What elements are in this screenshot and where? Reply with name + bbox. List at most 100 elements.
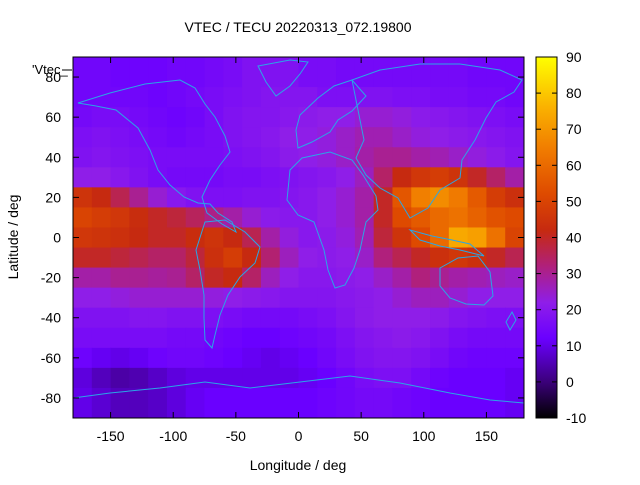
heatmap-cell (129, 127, 149, 148)
heatmap-cell (298, 227, 318, 249)
heatmap-cell (448, 107, 469, 128)
coastline-asia (351, 63, 523, 219)
heatmap-cell (185, 387, 206, 418)
colorbar-tick-label: 10 (566, 338, 582, 354)
heatmap-cell (336, 87, 356, 108)
heatmap-cell (260, 287, 281, 309)
y-tick-label: -20 (41, 270, 61, 286)
heatmap-cell (448, 57, 469, 88)
heatmap-cell (185, 167, 206, 188)
heatmap-cell (336, 267, 356, 289)
heatmap-cell (204, 347, 224, 369)
heatmap-cell (373, 307, 394, 329)
heatmap-cell (166, 247, 187, 269)
heatmap-cell (185, 87, 206, 108)
heatmap-cell (354, 107, 375, 128)
heatmap-cell (448, 307, 469, 329)
heatmap-cell (110, 307, 130, 329)
heatmap-cell (129, 227, 149, 249)
heatmap-cell (166, 367, 187, 389)
heatmap-cell (73, 367, 93, 389)
heatmap-cell (448, 327, 469, 349)
heatmap-cell (166, 87, 187, 108)
heatmap-cell (110, 87, 130, 108)
heatmap-cell (505, 187, 524, 209)
heatmap-cell (166, 147, 187, 168)
heatmap-cell (354, 207, 375, 229)
heatmap-cell (298, 167, 318, 188)
heatmap-cell (110, 227, 130, 249)
heatmap-cell (373, 127, 394, 148)
heatmap-cell (91, 57, 112, 88)
heatmap-cell (467, 57, 488, 88)
heatmap-cell (430, 187, 450, 209)
heatmap-cell (430, 87, 450, 108)
heatmap-cell (204, 247, 224, 269)
heatmap-cell (430, 167, 450, 188)
heatmap-cell (148, 87, 168, 108)
heatmap-cell (317, 127, 337, 148)
heatmap-cell (298, 207, 318, 229)
heatmap-cell (260, 247, 281, 269)
heatmap-cell (336, 247, 356, 269)
heatmap-cell (148, 207, 168, 229)
heatmap-cell (129, 247, 149, 269)
heatmap-cell (467, 187, 488, 209)
heatmap-cell (223, 387, 243, 418)
heatmap-cell (204, 57, 224, 88)
heatmap-cell (129, 367, 149, 389)
heatmap-cell (166, 187, 187, 209)
heatmap-cell (166, 227, 187, 249)
heatmap-cell (110, 187, 130, 209)
heatmap-cell (73, 287, 93, 309)
colorbar-tick-label: 20 (566, 302, 582, 318)
heatmap-cell (486, 207, 506, 229)
heatmap-cell (185, 327, 206, 349)
heatmap-cell (91, 87, 112, 108)
x-tick-label: -100 (159, 428, 187, 444)
heatmap-cell (411, 327, 431, 349)
heatmap-cell (373, 387, 394, 418)
heatmap-cell (223, 167, 243, 188)
heatmap-cell (242, 307, 262, 329)
heatmap-cell (148, 127, 168, 148)
heatmap-cell (223, 327, 243, 349)
heatmap-cell (448, 347, 469, 369)
heatmap-cell (298, 387, 318, 418)
y-tick-label: -80 (41, 390, 61, 406)
heatmap-cell (110, 207, 130, 229)
heatmap-cell (317, 307, 337, 329)
heatmap-cell (260, 107, 281, 128)
x-tick-label: 50 (353, 428, 369, 444)
heatmap-cell (148, 167, 168, 188)
coastline-australia (439, 255, 494, 306)
heatmap-cell (129, 187, 149, 209)
heatmap-cell (279, 287, 300, 309)
heatmap-cell (242, 207, 262, 229)
heatmap-cell (354, 187, 375, 209)
heatmap-cell (166, 127, 187, 148)
heatmap-cell (505, 327, 524, 349)
colorbar-tick-label: 70 (566, 121, 582, 137)
heatmap-cell (110, 387, 130, 418)
heatmap-cell (91, 327, 112, 349)
heatmap-cell (185, 347, 206, 369)
heatmap-cell (223, 57, 243, 88)
heatmap-cell (392, 107, 412, 128)
heatmap-cell (204, 107, 224, 128)
heatmap-cell (317, 87, 337, 108)
x-axis-ticks: -150 -100 -50 0 50 100 150 (97, 57, 498, 444)
chart-title: VTEC / TECU 20220313_072.19800 (184, 19, 411, 35)
heatmap-cell (223, 127, 243, 148)
heatmap-cell (91, 367, 112, 389)
heatmap-cell (317, 147, 337, 168)
heatmap-cell (430, 127, 450, 148)
heatmap-cell (204, 167, 224, 188)
heatmap-cell (411, 287, 431, 309)
heatmap-cell (486, 127, 506, 148)
heatmap-cell (242, 147, 262, 168)
heatmap-cell (73, 387, 93, 418)
x-tick-label: 0 (295, 428, 303, 444)
heatmap-cell (354, 347, 375, 369)
heatmap-cell (279, 187, 300, 209)
